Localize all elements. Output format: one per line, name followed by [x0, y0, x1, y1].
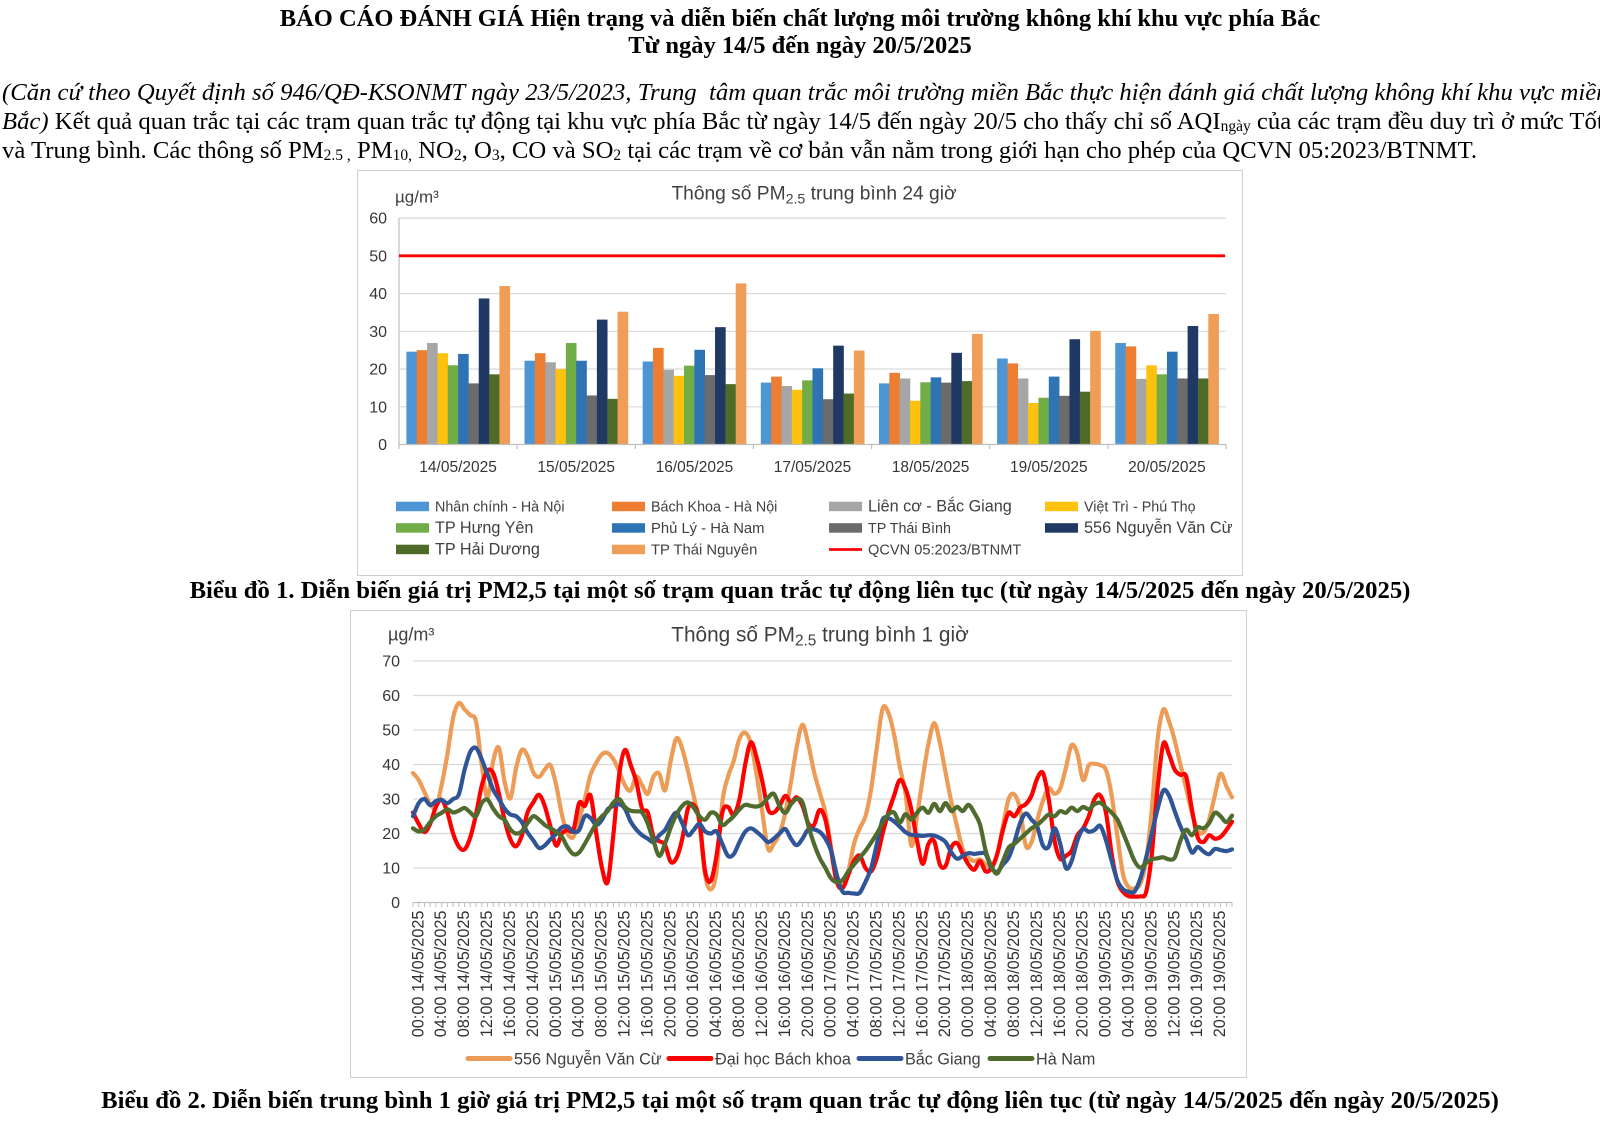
svg-text:60: 60 — [382, 688, 400, 705]
svg-text:10: 10 — [369, 399, 387, 416]
svg-text:Bắc Giang: Bắc Giang — [905, 1049, 981, 1068]
svg-text:Đại học Bách khoa: Đại học Bách khoa — [715, 1050, 851, 1068]
svg-text:04:00 16/05/2025: 04:00 16/05/2025 — [707, 911, 725, 1038]
svg-text:0: 0 — [378, 437, 387, 454]
svg-text:Thông số PM2.5 trung bình 1 gi: Thông số PM2.5 trung bình 1 giờ — [671, 624, 969, 650]
svg-text:20:00 17/05/2025: 20:00 17/05/2025 — [936, 911, 954, 1038]
svg-text:08:00 17/05/2025: 08:00 17/05/2025 — [868, 911, 886, 1038]
svg-text:70: 70 — [382, 654, 400, 671]
svg-text:08:00 18/05/2025: 08:00 18/05/2025 — [1005, 911, 1023, 1038]
svg-text:12:00 14/05/2025: 12:00 14/05/2025 — [478, 911, 496, 1038]
svg-text:16:00 16/05/2025: 16:00 16/05/2025 — [776, 911, 794, 1038]
svg-text:12:00 16/05/2025: 12:00 16/05/2025 — [753, 911, 771, 1038]
svg-text:08:00 14/05/2025: 08:00 14/05/2025 — [455, 911, 473, 1038]
svg-text:20:00 14/05/2025: 20:00 14/05/2025 — [524, 911, 542, 1038]
svg-text:Bách Khoa - Hà Nội: Bách Khoa - Hà Nội — [651, 500, 777, 516]
svg-text:08:00 16/05/2025: 08:00 16/05/2025 — [730, 911, 748, 1038]
svg-text:10: 10 — [382, 861, 400, 878]
svg-text:04:00 14/05/2025: 04:00 14/05/2025 — [432, 911, 450, 1038]
svg-text:08:00 15/05/2025: 08:00 15/05/2025 — [593, 911, 611, 1038]
svg-text:00:00 16/05/2025: 00:00 16/05/2025 — [684, 911, 702, 1038]
svg-text:µg/m³: µg/m³ — [395, 188, 439, 207]
svg-text:50: 50 — [382, 723, 400, 740]
svg-text:TP Thái Bình: TP Thái Bình — [868, 521, 951, 537]
svg-text:16:00 18/05/2025: 16:00 18/05/2025 — [1051, 911, 1069, 1038]
svg-text:QCVN 05:2023/BTNMT: QCVN 05:2023/BTNMT — [868, 543, 1021, 559]
svg-text:16:00 19/05/2025: 16:00 19/05/2025 — [1188, 911, 1206, 1038]
svg-text:18/05/2025: 18/05/2025 — [892, 459, 970, 476]
svg-text:20:00 16/05/2025: 20:00 16/05/2025 — [799, 911, 817, 1038]
svg-text:60: 60 — [369, 211, 387, 228]
svg-text:20/05/2025: 20/05/2025 — [1128, 459, 1206, 476]
svg-text:16:00 17/05/2025: 16:00 17/05/2025 — [913, 911, 931, 1038]
svg-text:20:00 18/05/2025: 20:00 18/05/2025 — [1074, 911, 1092, 1038]
svg-text:30: 30 — [382, 792, 400, 809]
svg-text:Việt Trì - Phú Thọ: Việt Trì - Phú Thọ — [1084, 500, 1196, 516]
svg-text:0: 0 — [391, 895, 400, 912]
svg-text:12:00 17/05/2025: 12:00 17/05/2025 — [890, 911, 908, 1038]
svg-text:µg/m³: µg/m³ — [388, 625, 434, 645]
svg-text:04:00 15/05/2025: 04:00 15/05/2025 — [570, 911, 588, 1038]
svg-text:19/05/2025: 19/05/2025 — [1010, 459, 1088, 476]
svg-text:556 Nguyễn Văn Cừ: 556 Nguyễn Văn Cừ — [514, 1049, 662, 1068]
svg-text:556 Nguyễn Văn Cừ: 556 Nguyễn Văn Cừ — [1084, 518, 1233, 537]
svg-text:12:00 15/05/2025: 12:00 15/05/2025 — [616, 911, 634, 1038]
svg-text:04:00 18/05/2025: 04:00 18/05/2025 — [982, 911, 1000, 1038]
svg-text:12:00 18/05/2025: 12:00 18/05/2025 — [1028, 911, 1046, 1038]
svg-text:20:00 19/05/2025: 20:00 19/05/2025 — [1211, 911, 1229, 1038]
svg-text:Hà Nam: Hà Nam — [1036, 1050, 1095, 1068]
svg-text:00:00 17/05/2025: 00:00 17/05/2025 — [822, 911, 840, 1038]
svg-text:50: 50 — [369, 248, 387, 265]
svg-text:00:00 15/05/2025: 00:00 15/05/2025 — [547, 911, 565, 1038]
svg-text:20:00 15/05/2025: 20:00 15/05/2025 — [661, 911, 679, 1038]
svg-text:00:00 19/05/2025: 00:00 19/05/2025 — [1097, 911, 1115, 1038]
svg-text:20: 20 — [369, 362, 387, 379]
svg-text:16/05/2025: 16/05/2025 — [656, 459, 734, 476]
svg-text:16:00 15/05/2025: 16:00 15/05/2025 — [638, 911, 656, 1038]
svg-text:04:00 19/05/2025: 04:00 19/05/2025 — [1120, 911, 1138, 1038]
svg-text:17/05/2025: 17/05/2025 — [774, 459, 852, 476]
svg-text:15/05/2025: 15/05/2025 — [537, 459, 615, 476]
svg-text:Nhân chính - Hà Nội: Nhân chính - Hà Nội — [435, 500, 565, 516]
svg-text:12:00 19/05/2025: 12:00 19/05/2025 — [1165, 911, 1183, 1038]
svg-text:00:00 18/05/2025: 00:00 18/05/2025 — [959, 911, 977, 1038]
svg-text:Thông số PM2.5 trung bình 24 g: Thông số PM2.5 trung bình 24 giờ — [671, 184, 957, 208]
svg-text:40: 40 — [382, 757, 400, 774]
svg-text:16:00 14/05/2025: 16:00 14/05/2025 — [501, 911, 519, 1038]
svg-text:04:00 17/05/2025: 04:00 17/05/2025 — [845, 911, 863, 1038]
svg-text:40: 40 — [369, 286, 387, 303]
svg-text:08:00 19/05/2025: 08:00 19/05/2025 — [1142, 911, 1160, 1038]
svg-text:Phủ Lý - Hà Nam: Phủ Lý - Hà Nam — [651, 521, 764, 537]
svg-text:14/05/2025: 14/05/2025 — [419, 459, 497, 476]
svg-text:TP Hải Dương: TP Hải Dương — [435, 541, 540, 559]
svg-text:30: 30 — [369, 324, 387, 341]
svg-text:TP Thái Nguyên: TP Thái Nguyên — [651, 543, 757, 559]
svg-text:00:00 14/05/2025: 00:00 14/05/2025 — [409, 911, 427, 1038]
svg-text:TP Hưng Yên: TP Hưng Yên — [435, 519, 533, 537]
svg-text:Liên cơ - Bắc Giang: Liên cơ - Bắc Giang — [868, 497, 1012, 516]
svg-text:20: 20 — [382, 826, 400, 843]
